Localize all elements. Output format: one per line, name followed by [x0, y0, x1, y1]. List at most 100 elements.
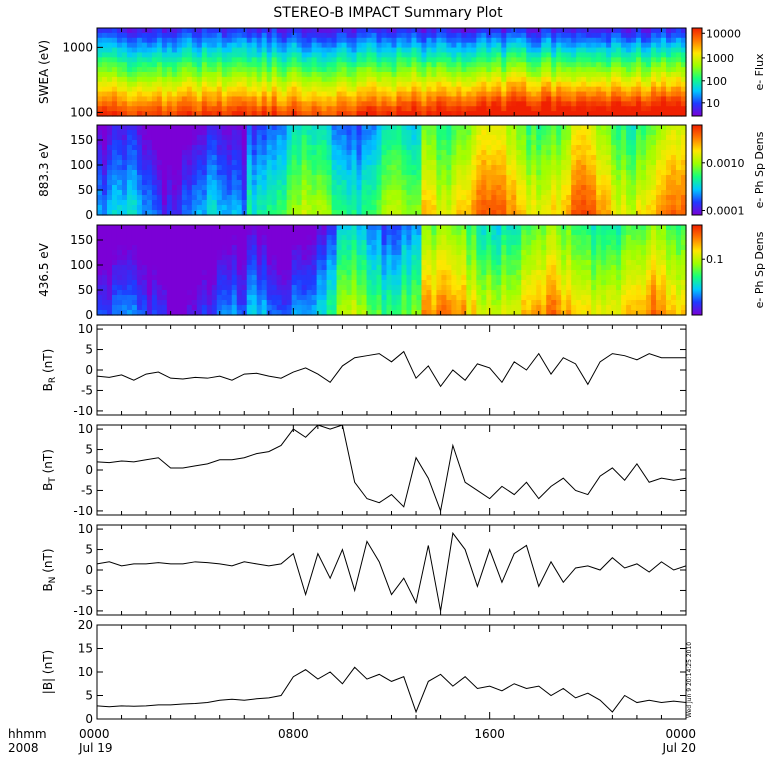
heatmap-cell: [102, 250, 108, 256]
heatmap-cell: [157, 52, 163, 57]
heatmap-cell: [362, 185, 368, 191]
heatmap-cell: [162, 96, 168, 101]
heatmap-cell: [357, 160, 363, 166]
heatmap-cell: [546, 175, 552, 181]
heatmap-cell: [307, 180, 313, 186]
heatmap-cell: [132, 245, 138, 251]
heatmap-cell: [641, 33, 647, 38]
heatmap-cell: [102, 280, 108, 286]
heatmap-cell: [387, 150, 393, 156]
heatmap-cell: [571, 200, 577, 206]
heatmap-cell: [177, 250, 183, 256]
heatmap-cell: [551, 57, 557, 62]
heatmap-cell: [501, 33, 507, 38]
heatmap-cell: [516, 200, 522, 206]
heatmap-cell: [247, 275, 253, 281]
heatmap-cell: [511, 77, 517, 82]
heatmap-cell: [207, 96, 213, 101]
heatmap-cell: [97, 96, 103, 101]
heatmap-cell: [591, 106, 597, 111]
heatmap-cell: [551, 52, 557, 57]
heatmap-cell: [137, 67, 143, 72]
heatmap-cell: [521, 106, 527, 111]
heatmap-cell: [387, 185, 393, 191]
heatmap-cell: [167, 305, 173, 311]
heatmap-cell: [247, 62, 253, 67]
heatmap-cell: [157, 290, 163, 296]
heatmap-cell: [112, 225, 118, 231]
heatmap-cell: [192, 255, 198, 261]
heatmap-cell: [676, 170, 682, 176]
heatmap-cell: [302, 77, 308, 82]
heatmap-cell: [322, 92, 328, 97]
heatmap-cell: [317, 145, 323, 151]
heatmap-cell: [227, 67, 233, 72]
heatmap-cell: [157, 250, 163, 256]
heatmap-cell: [362, 135, 368, 141]
heatmap-cell: [451, 82, 457, 87]
heatmap-cell: [102, 77, 108, 82]
heatmap-cell: [117, 280, 123, 286]
heatmap-cell: [107, 200, 113, 206]
heatmap-cell: [267, 190, 273, 196]
heatmap-cell: [322, 195, 328, 201]
heatmap-cell: [112, 170, 118, 176]
heatmap-cell: [252, 140, 258, 146]
heatmap-cell: [581, 125, 587, 131]
heatmap-cell: [377, 125, 383, 131]
heatmap-cell: [591, 92, 597, 97]
heatmap-cell: [626, 160, 632, 166]
heatmap-cell: [611, 135, 617, 141]
heatmap-cell: [581, 130, 587, 136]
heatmap-cell: [337, 130, 343, 136]
heatmap-cell: [367, 150, 373, 156]
heatmap-cell: [491, 92, 497, 97]
heatmap-cell: [481, 170, 487, 176]
heatmap-cell: [317, 72, 323, 77]
heatmap-cell: [496, 205, 502, 211]
heatmap-cell: [312, 72, 318, 77]
heatmap-cell: [421, 28, 427, 33]
heatmap-cell: [566, 175, 572, 181]
heatmap-cell: [626, 82, 632, 87]
heatmap-cell: [556, 72, 562, 77]
heatmap-cell: [212, 67, 218, 72]
heatmap-cell: [222, 92, 228, 97]
heatmap-cell: [596, 140, 602, 146]
heatmap-cell: [446, 170, 452, 176]
heatmap-cell: [162, 270, 168, 276]
heatmap-cell: [122, 62, 128, 67]
heatmap-cell: [217, 180, 223, 186]
heatmap-cell: [496, 82, 502, 87]
heatmap-cell: [107, 33, 113, 38]
heatmap-cell: [312, 87, 318, 92]
heatmap-cell: [247, 92, 253, 97]
heatmap-cell: [132, 280, 138, 286]
heatmap-cell: [227, 140, 233, 146]
heatmap-cell: [297, 185, 303, 191]
heatmap-cell: [626, 96, 632, 101]
heatmap-cell: [377, 175, 383, 181]
heatmap-cell: [322, 87, 328, 92]
heatmap-cell: [446, 43, 452, 48]
heatmap-cell: [122, 77, 128, 82]
heatmap-cell: [526, 106, 532, 111]
heatmap-cell: [621, 170, 627, 176]
heatmap-cell: [297, 155, 303, 161]
heatmap-cell: [436, 165, 442, 171]
heatmap-cell: [646, 43, 652, 48]
heatmap-cell: [337, 48, 343, 53]
heatmap-cell: [142, 245, 148, 251]
heatmap-cell: [247, 255, 253, 261]
heatmap-cell: [227, 290, 233, 296]
heatmap-cell: [611, 160, 617, 166]
heatmap-cell: [172, 101, 178, 106]
heatmap-cell: [601, 200, 607, 206]
heatmap-cell: [342, 38, 348, 43]
heatmap-cell: [252, 225, 258, 231]
heatmap-cell: [411, 205, 417, 211]
heatmap-cell: [302, 135, 308, 141]
heatmap-cell: [561, 101, 567, 106]
heatmap-cell: [167, 101, 173, 106]
heatmap-cell: [127, 130, 133, 136]
